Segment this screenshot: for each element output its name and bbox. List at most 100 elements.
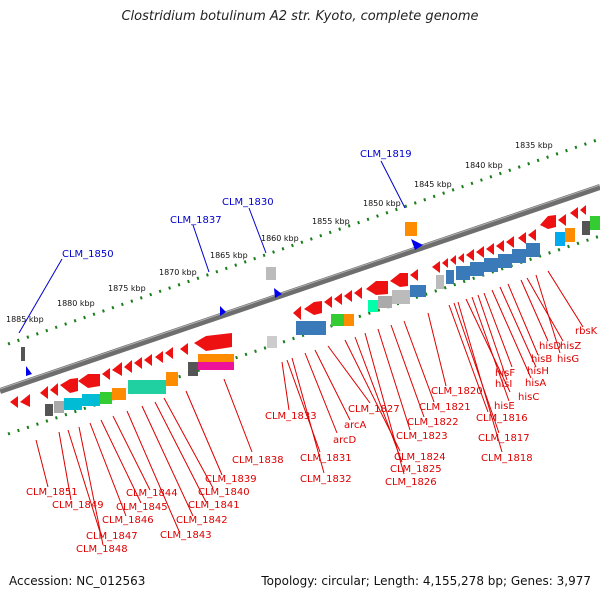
gene-label[interactable]: CLM_1826 xyxy=(385,477,437,488)
gene-box xyxy=(582,221,590,235)
gene-label[interactable]: hisZ xyxy=(560,341,581,352)
gene-label[interactable]: hisC xyxy=(518,392,539,403)
gene-label-CLM_1819[interactable]: CLM_1819 xyxy=(360,149,412,160)
gene-label[interactable]: arcA xyxy=(344,420,367,431)
gene-label[interactable]: CLM_1842 xyxy=(176,515,228,526)
gene-arrow-reverse xyxy=(390,273,408,287)
gene-arrow-reverse xyxy=(78,374,100,388)
gene-label[interactable]: CLM_1821 xyxy=(419,402,471,413)
gene-arrow-reverse xyxy=(354,287,362,299)
gene-label-CLM_1830[interactable]: CLM_1830 xyxy=(222,197,274,208)
gene-label[interactable]: arcD xyxy=(333,435,357,446)
gene-label[interactable]: hisG xyxy=(557,354,579,365)
gene-label[interactable]: CLM_1848 xyxy=(76,544,128,555)
gene-label[interactable]: CLM_1838 xyxy=(232,455,284,466)
gene-arrow-reverse xyxy=(112,362,122,376)
gene-arrow-reverse xyxy=(10,396,18,408)
gene-arrow-reverse xyxy=(506,236,514,248)
gene-label[interactable]: CLM_1840 xyxy=(198,487,250,498)
gene-label[interactable]: hisB xyxy=(531,354,552,365)
gene-arrow-reverse xyxy=(334,293,342,305)
gene-arrow-reverse xyxy=(410,269,418,281)
gene-arrow-reverse xyxy=(50,383,58,396)
gene-label[interactable]: hisA xyxy=(525,378,546,389)
gene-label[interactable]: CLM_1825 xyxy=(390,464,442,475)
gene-arrow-reverse xyxy=(144,354,152,366)
gene-arrow-reverse xyxy=(155,351,163,363)
gene-box xyxy=(368,300,378,312)
reverse-gene-labels-right: CLM_1816 CLM_1817 CLM_1818 hisC hisE his… xyxy=(476,326,598,464)
gene-arrow-reverse xyxy=(165,347,173,359)
gene-grey xyxy=(266,267,276,280)
gene-arrow-reverse xyxy=(528,229,536,241)
gene-arrow-reverse xyxy=(124,360,132,373)
gene-label[interactable]: CLM_1833 xyxy=(265,411,317,422)
genome-backbone xyxy=(0,184,600,394)
gene-label[interactable]: CLM_1824 xyxy=(394,452,446,463)
gene-arrow-reverse xyxy=(60,378,78,393)
gene-box xyxy=(470,262,484,276)
map-title: Clostridium botulinum A2 str. Kyoto, com… xyxy=(121,9,479,24)
gene-box xyxy=(555,232,565,246)
gene-box xyxy=(590,216,600,230)
gene-arrow-reverse xyxy=(486,243,494,255)
gene-box xyxy=(410,285,426,297)
gene-arrow-reverse xyxy=(344,290,352,302)
gene-label[interactable]: hisF xyxy=(495,368,515,379)
gene-label[interactable]: CLM_1822 xyxy=(407,417,459,428)
gene-label[interactable]: hisH xyxy=(527,366,549,377)
gene-box xyxy=(166,372,178,386)
gene-box xyxy=(296,321,326,335)
gene-label[interactable]: CLM_1843 xyxy=(160,530,212,541)
gene-label-CLM_1837[interactable]: CLM_1837 xyxy=(170,215,222,226)
gene-label[interactable]: CLM_1823 xyxy=(396,431,448,442)
gene-arrow-reverse xyxy=(432,261,440,273)
gene-arrow-reverse xyxy=(180,343,188,355)
gene-label[interactable]: CLM_1839 xyxy=(205,474,257,485)
gene-label[interactable]: hisD xyxy=(539,341,561,352)
gene-label[interactable]: CLM_1827 xyxy=(348,404,400,415)
gene-box xyxy=(82,394,100,406)
gene-label[interactable]: CLM_1849 xyxy=(52,500,104,511)
gene-label[interactable]: CLM_1841 xyxy=(188,500,240,511)
gene-arrow-reverse xyxy=(450,255,456,265)
gene-box xyxy=(512,249,526,263)
gene-label[interactable]: CLM_1851 xyxy=(26,487,78,498)
gene-label[interactable]: CLM_1832 xyxy=(300,474,352,485)
gene-label[interactable]: CLM_1816 xyxy=(476,413,528,424)
gene-arrow-reverse xyxy=(40,386,48,399)
gene-arrow-reverse xyxy=(558,214,566,226)
connector-lines xyxy=(18,160,584,546)
gene-orange xyxy=(405,222,417,236)
gene-arrow-forward xyxy=(26,366,32,376)
gene-box xyxy=(188,362,198,376)
gene-label[interactable]: CLM_1846 xyxy=(102,515,154,526)
gene-label[interactable]: hisI xyxy=(495,379,512,390)
gene-label[interactable]: rbsK xyxy=(575,326,598,337)
scale-labels: 1885 kbp 1880 kbp 1875 kbp 1870 kbp 1865… xyxy=(6,141,553,324)
gene-label-CLM_1850[interactable]: CLM_1850 xyxy=(62,249,114,260)
gene-box xyxy=(344,314,354,326)
gene-label[interactable]: hisE xyxy=(494,401,515,412)
scale-label: 1870 kbp xyxy=(159,268,197,277)
gene-box xyxy=(446,270,454,284)
gene-box xyxy=(498,254,512,268)
gene-label[interactable]: CLM_1831 xyxy=(300,453,352,464)
gene-label[interactable]: CLM_1845 xyxy=(116,502,168,513)
scale-label: 1875 kbp xyxy=(108,284,146,293)
gene-label[interactable]: CLM_1818 xyxy=(481,453,533,464)
gene-box xyxy=(112,388,126,400)
gene-arrow-reverse xyxy=(518,232,526,244)
gene-arrow-reverse xyxy=(20,394,30,407)
gene-label[interactable]: CLM_1817 xyxy=(478,433,530,444)
gene-box xyxy=(456,266,470,280)
forward-gene-labels: CLM_1850 CLM_1837 CLM_1830 CLM_1819 xyxy=(62,149,412,260)
gene-label[interactable]: CLM_1820 xyxy=(431,386,483,397)
gene-label[interactable]: CLM_1847 xyxy=(86,531,138,542)
gene-arrow-reverse xyxy=(458,253,464,263)
reverse-gene-labels-bottom: CLM_1851 CLM_1849 CLM_1847 CLM_1848 CLM_… xyxy=(26,455,284,555)
gene-label[interactable]: CLM_1844 xyxy=(126,488,178,499)
genome-backbone-highlight xyxy=(0,184,600,390)
gene-arrow-reverse xyxy=(476,246,484,258)
